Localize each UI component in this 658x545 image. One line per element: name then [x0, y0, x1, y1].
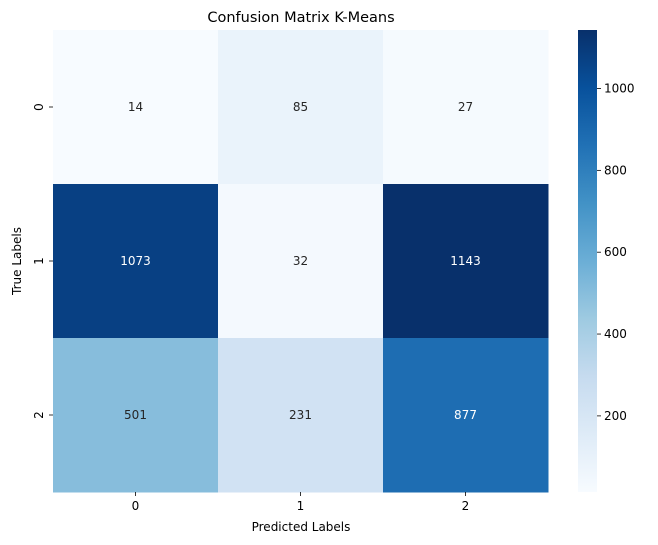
cell-value-label: 27	[458, 100, 473, 114]
heatmap-cell	[218, 338, 384, 493]
colorbar-tick-label: 800	[604, 163, 627, 177]
cell-value-label: 14	[128, 100, 143, 114]
y-tick-label: 2	[32, 411, 46, 419]
cell-value-label: 1073	[120, 254, 151, 268]
y-tick-label: 1	[32, 257, 46, 265]
heatmap-cells: 14 85 27 1073 32 1143 501 231 877	[53, 30, 549, 493]
chart-title: Confusion Matrix K-Means	[207, 10, 394, 26]
cell-value-label: 231	[289, 408, 312, 422]
cell-value-label: 1143	[450, 254, 481, 268]
colorbar-tick-label: 600	[604, 245, 627, 259]
heatmap-cell	[53, 30, 219, 185]
heatmap-cell	[383, 184, 549, 339]
heatmap-cell	[218, 184, 384, 339]
heatmap-cell	[383, 338, 549, 493]
heatmap-cell	[383, 30, 549, 185]
cell-value-label: 877	[454, 408, 477, 422]
x-tick-label: 2	[462, 499, 470, 513]
x-axis-ticks: 0 1 2	[132, 492, 470, 513]
colorbar: 200 400 600 800 1000	[578, 30, 635, 492]
cell-value-label: 32	[293, 254, 308, 268]
cell-value-label: 85	[293, 100, 308, 114]
y-axis-ticks: 0 1 2	[32, 103, 53, 419]
x-tick-label: 1	[297, 499, 305, 513]
colorbar-ticks: 200 400 600 800 1000	[597, 82, 635, 423]
heatmap-cell	[218, 30, 384, 185]
colorbar-tick-label: 400	[604, 327, 627, 341]
colorbar-gradient	[578, 30, 597, 492]
colorbar-tick-label: 200	[604, 409, 627, 423]
y-tick-label: 0	[32, 103, 46, 111]
colorbar-tick-label: 1000	[604, 82, 635, 96]
heatmap-cell	[53, 184, 219, 339]
cell-value-label: 501	[124, 408, 147, 422]
heatmap-cell	[53, 338, 219, 493]
y-axis-label: True Labels	[10, 227, 24, 296]
x-axis-label: Predicted Labels	[252, 520, 351, 534]
x-tick-label: 0	[132, 499, 140, 513]
